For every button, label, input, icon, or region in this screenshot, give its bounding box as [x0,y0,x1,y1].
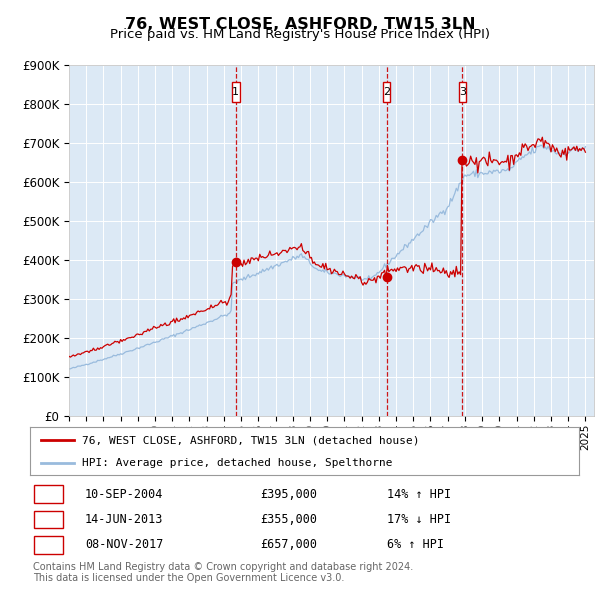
Text: £355,000: £355,000 [260,513,317,526]
FancyBboxPatch shape [458,83,466,102]
Text: 1: 1 [45,487,52,500]
Text: £657,000: £657,000 [260,539,317,552]
Text: 08-NOV-2017: 08-NOV-2017 [85,539,163,552]
Text: 17% ↓ HPI: 17% ↓ HPI [387,513,451,526]
FancyBboxPatch shape [232,83,239,102]
Text: 3: 3 [459,87,466,97]
FancyBboxPatch shape [34,536,63,554]
FancyBboxPatch shape [34,511,63,528]
FancyBboxPatch shape [34,485,63,503]
Text: 1: 1 [232,87,239,97]
Text: Contains HM Land Registry data © Crown copyright and database right 2024.
This d: Contains HM Land Registry data © Crown c… [33,562,413,584]
Text: £395,000: £395,000 [260,487,317,500]
Text: 76, WEST CLOSE, ASHFORD, TW15 3LN: 76, WEST CLOSE, ASHFORD, TW15 3LN [125,17,475,31]
Text: HPI: Average price, detached house, Spelthorne: HPI: Average price, detached house, Spel… [82,458,392,468]
Text: 3: 3 [45,539,52,552]
Text: 76, WEST CLOSE, ASHFORD, TW15 3LN (detached house): 76, WEST CLOSE, ASHFORD, TW15 3LN (detac… [82,435,419,445]
Text: 14% ↑ HPI: 14% ↑ HPI [387,487,451,500]
Text: 10-SEP-2004: 10-SEP-2004 [85,487,163,500]
Text: 14-JUN-2013: 14-JUN-2013 [85,513,163,526]
Text: 2: 2 [45,513,52,526]
Text: Price paid vs. HM Land Registry's House Price Index (HPI): Price paid vs. HM Land Registry's House … [110,28,490,41]
Text: 2: 2 [383,87,390,97]
Text: 6% ↑ HPI: 6% ↑ HPI [387,539,444,552]
FancyBboxPatch shape [383,83,391,102]
